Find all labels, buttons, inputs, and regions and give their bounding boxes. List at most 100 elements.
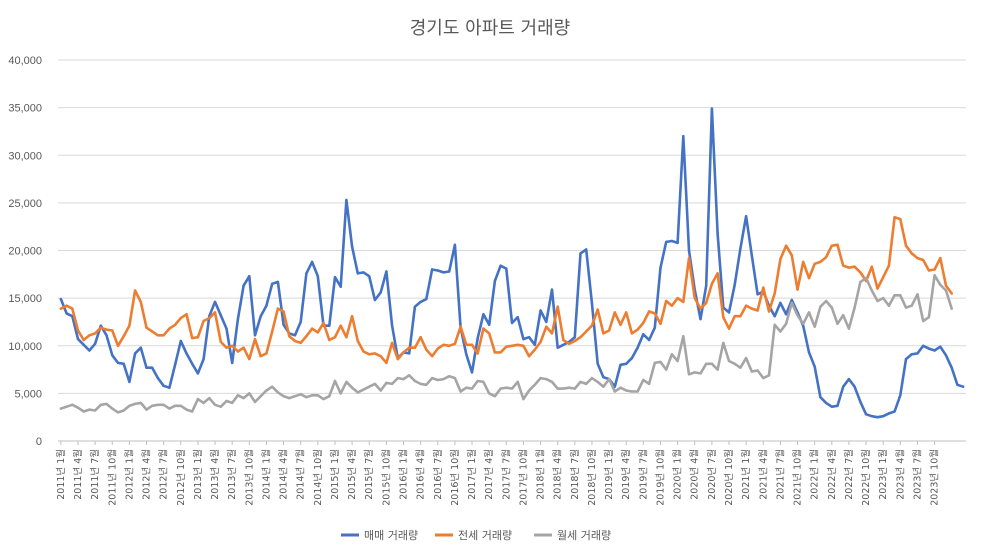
data-point	[756, 369, 759, 372]
data-point	[350, 315, 354, 318]
data-point	[436, 378, 439, 382]
data-point	[676, 241, 679, 245]
data-point	[305, 335, 308, 338]
data-point	[864, 276, 868, 280]
data-point	[493, 279, 497, 283]
data-point	[573, 387, 576, 390]
data-point	[333, 379, 337, 383]
data-point	[716, 368, 719, 371]
data-point	[265, 389, 268, 392]
y-tick-label: 35,000	[8, 103, 42, 115]
data-point	[727, 311, 731, 314]
data-point	[676, 359, 679, 363]
data-point	[122, 362, 125, 365]
data-point	[219, 314, 222, 317]
data-point	[853, 265, 856, 268]
data-point	[922, 344, 925, 347]
data-point	[922, 258, 925, 262]
data-point	[796, 288, 799, 291]
x-tick-label: 2022년 10월	[860, 449, 872, 506]
series-lines	[59, 107, 965, 419]
data-point	[299, 341, 302, 345]
data-point	[442, 271, 445, 274]
data-point	[196, 372, 200, 375]
data-point	[545, 320, 548, 324]
data-point	[93, 342, 97, 345]
data-point	[596, 308, 599, 311]
x-tick-label: 2021년 7월	[774, 449, 786, 500]
data-point	[488, 332, 491, 335]
data-point	[824, 299, 828, 303]
data-point	[596, 362, 599, 365]
data-point	[276, 391, 280, 394]
data-point	[328, 324, 331, 327]
data-point	[128, 324, 131, 327]
data-point	[99, 326, 103, 329]
data-point	[248, 357, 251, 361]
data-point	[385, 270, 388, 273]
x-tick-label: 2019년 1월	[603, 449, 615, 500]
data-point	[870, 289, 873, 292]
data-point	[676, 296, 679, 300]
data-point	[368, 275, 371, 278]
data-point	[65, 312, 68, 315]
data-point	[493, 351, 497, 354]
data-point	[647, 338, 651, 342]
data-point	[533, 383, 536, 386]
x-tick-label: 2011년 7월	[89, 449, 101, 500]
data-point	[310, 260, 314, 264]
data-point	[425, 383, 428, 386]
data-point	[145, 408, 148, 411]
data-point	[396, 376, 399, 380]
data-point	[876, 416, 879, 419]
data-point	[93, 409, 97, 412]
data-point	[733, 283, 736, 286]
data-point	[870, 415, 873, 418]
data-point	[636, 390, 639, 393]
data-point	[316, 394, 319, 397]
data-point	[231, 344, 234, 347]
data-point	[322, 397, 325, 401]
data-point	[253, 337, 257, 341]
data-point	[933, 349, 936, 352]
data-point	[659, 322, 662, 325]
data-point	[299, 320, 302, 324]
gridlines	[58, 59, 966, 442]
data-point	[619, 363, 622, 366]
data-point	[510, 344, 514, 347]
x-tick-label: 2015년 1월	[329, 449, 341, 500]
data-point	[527, 355, 531, 358]
data-point	[65, 405, 68, 408]
data-point	[213, 311, 217, 314]
data-point	[682, 335, 685, 338]
data-point	[139, 300, 142, 304]
data-point	[105, 334, 108, 337]
data-point	[625, 389, 628, 392]
data-point	[516, 380, 519, 384]
data-point	[727, 327, 731, 330]
data-point	[916, 352, 919, 355]
data-point	[950, 366, 953, 369]
data-point	[870, 265, 873, 268]
data-point	[636, 328, 639, 331]
x-tick-label: 2011년 4월	[72, 449, 84, 500]
y-axis-ticks: 0 5,000 10,000 15,000 20,000 25,000 30,000 35,0…	[8, 55, 42, 448]
data-point	[859, 280, 862, 284]
data-point	[687, 373, 691, 376]
data-point	[242, 284, 245, 287]
data-point	[602, 385, 605, 388]
data-point	[933, 274, 936, 277]
data-point	[562, 338, 565, 342]
data-point	[939, 256, 942, 260]
data-point	[836, 243, 839, 246]
data-point	[436, 347, 439, 350]
data-point	[922, 319, 925, 323]
data-point	[385, 361, 388, 365]
data-point	[482, 380, 485, 384]
data-point	[168, 386, 171, 389]
data-point	[744, 356, 748, 360]
y-tick-label: 10,000	[8, 341, 42, 353]
data-point	[93, 332, 97, 335]
data-point	[133, 402, 137, 406]
data-point	[744, 215, 748, 218]
